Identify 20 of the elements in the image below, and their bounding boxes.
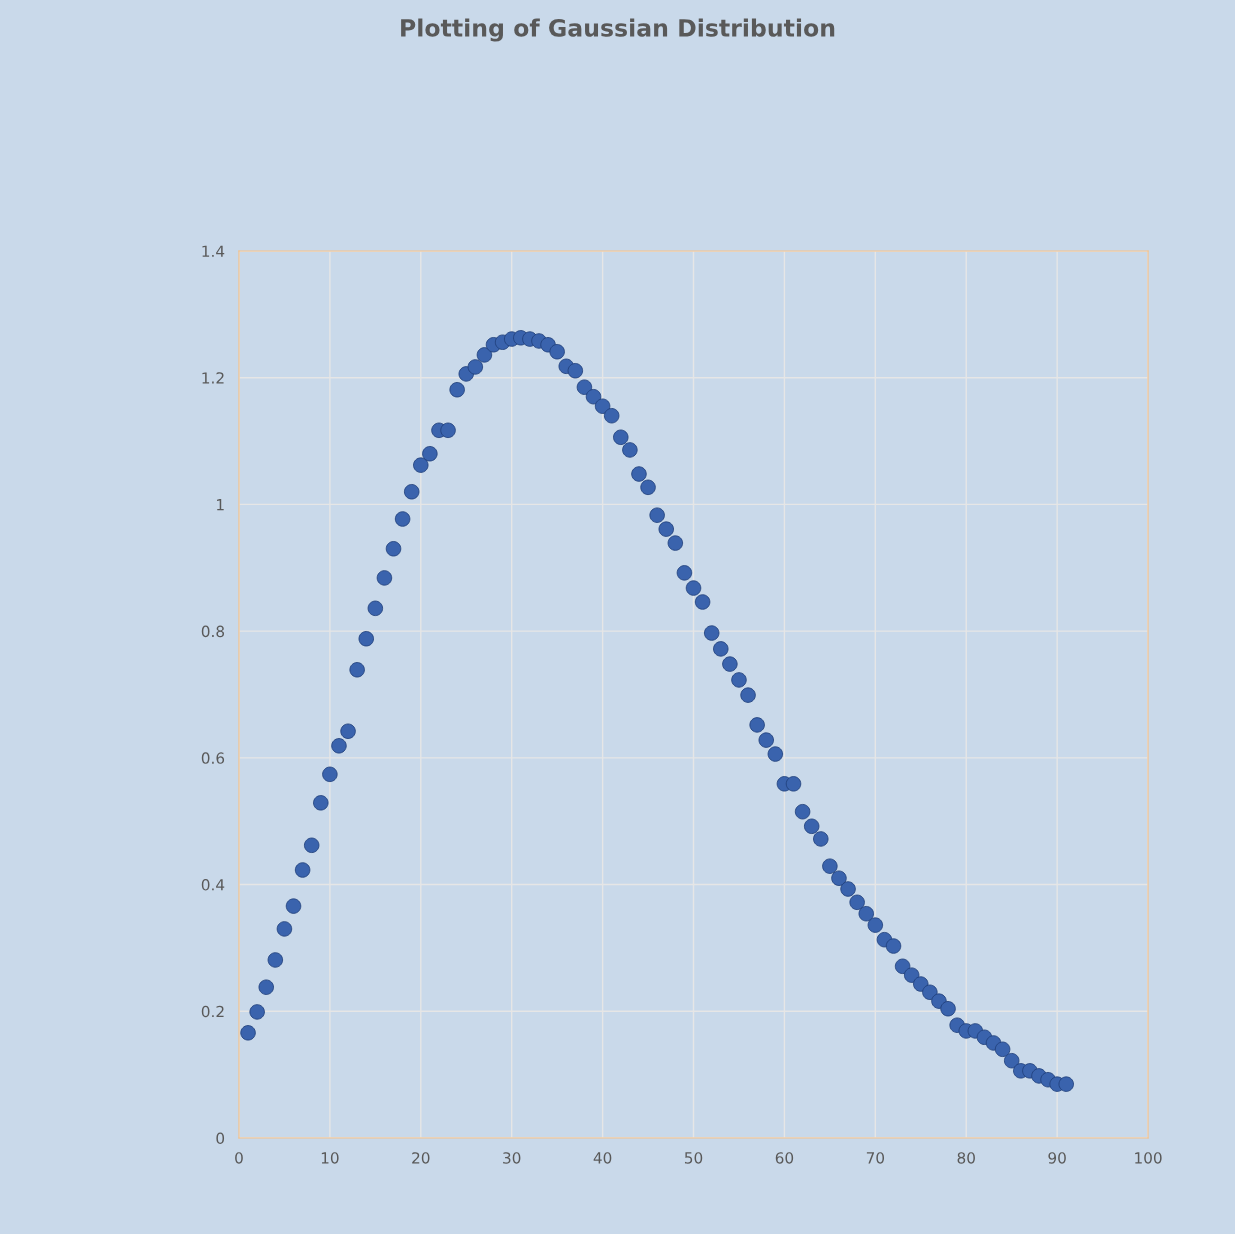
y-tick-label: 1	[217, 499, 224, 511]
y-tick-label: 0.2	[201, 1005, 224, 1018]
y-tick-label: 1.4	[202, 245, 225, 257]
y-tick-label: 0.8	[201, 625, 225, 638]
x-tick-label: 10	[321, 1152, 339, 1164]
x-tick-label: 70	[866, 1152, 885, 1164]
x-tick-label: 90	[1048, 1152, 1066, 1164]
y-tick-label: 0.4	[201, 879, 225, 891]
x-tick-label: 20	[412, 1152, 430, 1164]
x-tick-label: 40	[593, 1152, 612, 1164]
x-tick-label: 50	[684, 1152, 703, 1164]
x-tick-label: 0	[235, 1152, 243, 1164]
y-tick-label: 1.2	[202, 372, 224, 384]
x-tick-label: 100	[1135, 1152, 1162, 1164]
x-tick-label: 60	[775, 1152, 794, 1164]
y-tick-label: 0	[216, 1132, 225, 1145]
x-tick-label: 30	[503, 1152, 521, 1164]
y-tick-label: 0.6	[201, 752, 225, 764]
chart-title: Plotting of Gaussian Distribution	[401, 18, 835, 42]
x-tick-label: 80	[957, 1152, 975, 1164]
